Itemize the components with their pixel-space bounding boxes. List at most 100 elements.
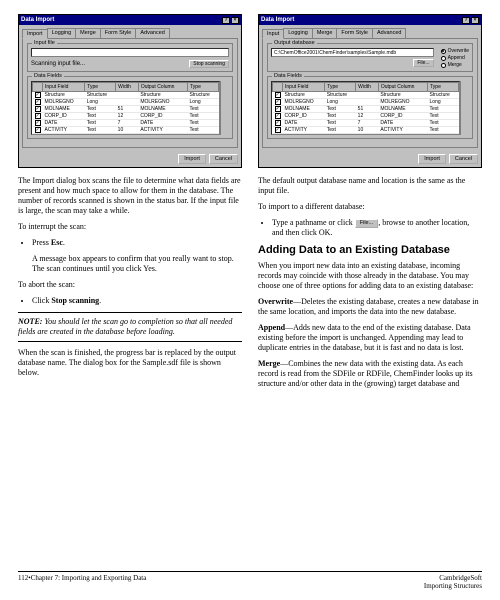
fields-table: Input Field Type Width Output Column Typ… — [272, 82, 459, 134]
list-item: Press Esc. — [32, 238, 242, 248]
data-fields-group: Data Fields Input Field Type Width Outpu… — [267, 76, 473, 139]
cancel-button[interactable]: Cancel — [449, 154, 478, 164]
body-text: Append—Adds new data to the end of the e… — [258, 323, 482, 353]
titlebar: Data Import ? × — [259, 15, 481, 25]
stop-scanning-button[interactable]: Stop scanning — [189, 60, 229, 68]
col-width: Width — [356, 83, 379, 92]
group-label: Input file — [32, 40, 57, 46]
scrollbar[interactable] — [460, 81, 469, 135]
close-icon[interactable]: × — [231, 17, 239, 24]
body-text: To import to a different database: — [258, 202, 482, 212]
row-check[interactable]: ✓ — [35, 106, 41, 112]
tab-formstyle[interactable]: Form Style — [100, 28, 137, 38]
data-import-dialog-1: Data Import ? × Import Logging Merge For… — [18, 14, 242, 168]
close-icon[interactable]: × — [471, 17, 479, 24]
col-type: Type — [325, 83, 356, 92]
import-mode-radios: Overwrite Append Merge — [441, 48, 469, 68]
table-row: ✓MOLREGNOLongMOLREGNOLong — [273, 99, 459, 106]
radio-append[interactable] — [441, 56, 446, 61]
body-text: To abort the scan: — [18, 280, 242, 290]
body-text: A message box appears to confirm that yo… — [32, 254, 242, 274]
table-row: ✓MOLNAMEText51MOLNAMEText — [33, 106, 219, 113]
row-check[interactable]: ✓ — [35, 120, 41, 126]
import-button[interactable]: Import — [418, 154, 446, 164]
import-button[interactable]: Import — [178, 154, 206, 164]
tab-logging[interactable]: Logging — [47, 28, 77, 38]
row-check[interactable]: ✓ — [275, 127, 281, 133]
section-heading: Adding Data to an Existing Database — [258, 244, 482, 256]
body-text: When the scan is finished, the progress … — [18, 348, 242, 378]
row-check[interactable]: ✓ — [275, 106, 281, 112]
file-button[interactable]: File... — [413, 59, 433, 67]
col-type: Type — [85, 83, 116, 92]
table-row: ✓StructureStructureStructureStructure — [273, 92, 459, 99]
col-type2: Type — [428, 83, 459, 92]
body-text: To interrupt the scan: — [18, 222, 242, 232]
table-row: ✓StructureStructureStructureStructure — [33, 92, 219, 99]
row-check[interactable]: ✓ — [35, 127, 41, 133]
col-input: Input Field — [283, 83, 325, 92]
col-input: Input Field — [43, 83, 85, 92]
table-row: ✓ACTIVITYText10ACTIVITYText — [273, 127, 459, 134]
row-check[interactable]: ✓ — [35, 99, 41, 105]
cancel-button[interactable]: Cancel — [209, 154, 238, 164]
input-file-group: Input file Scanning input file... Stop s… — [27, 43, 233, 72]
table-row: ✓ACTIVITYText10ACTIVITYText — [33, 127, 219, 134]
table-row: ✓CORP_IDText12CORP_IDText — [273, 113, 459, 120]
data-fields-group: Data Fields Input Field Type Width Outpu… — [27, 76, 233, 139]
note-block: NOTE: You should let the scan go to comp… — [18, 312, 242, 342]
body-text: The default output database name and loc… — [258, 176, 482, 196]
tab-merge[interactable]: Merge — [312, 28, 338, 38]
row-check[interactable]: ✓ — [275, 99, 281, 105]
col-type2: Type — [188, 83, 219, 92]
row-check[interactable]: ✓ — [275, 113, 281, 119]
table-row: ✓DATEText7DATEText — [33, 120, 219, 127]
body-text: When you import new data into an existin… — [258, 261, 482, 291]
tab-logging[interactable]: Logging — [283, 28, 313, 38]
body-text: The Import dialog box scans the file to … — [18, 176, 242, 216]
tab-input[interactable]: Input — [262, 29, 284, 39]
tab-formstyle[interactable]: Form Style — [336, 28, 373, 38]
tabs: Import Logging Merge Form Style Advanced — [19, 25, 241, 38]
scan-status: Scanning input file... — [31, 61, 186, 67]
help-icon[interactable]: ? — [462, 17, 470, 24]
group-label: Data Fields — [272, 73, 304, 79]
dialog-title: Data Import — [21, 17, 54, 23]
list-item: Type a pathname or click File..., browse… — [272, 218, 482, 238]
scrollbar[interactable] — [220, 81, 229, 135]
radio-merge[interactable] — [441, 63, 446, 68]
titlebar: Data Import ? × — [19, 15, 241, 25]
footer-right: CambridgeSoftImporting Structures — [424, 574, 482, 590]
col-width: Width — [116, 83, 139, 92]
tab-merge[interactable]: Merge — [75, 28, 101, 38]
row-check[interactable]: ✓ — [275, 92, 281, 98]
col-output: Output Column — [378, 83, 427, 92]
footer-left: 112•Chapter 7: Importing and Exporting D… — [18, 574, 146, 590]
table-row: ✓MOLNAMEText51MOLNAMEText — [273, 106, 459, 113]
group-label: Output database — [272, 40, 317, 46]
dialog-title: Data Import — [261, 17, 294, 23]
help-icon[interactable]: ? — [222, 17, 230, 24]
tab-import[interactable]: Import — [22, 29, 48, 39]
tabs: Input Logging Merge Form Style Advanced — [259, 25, 481, 38]
table-row: ✓CORP_IDText12CORP_IDText — [33, 113, 219, 120]
tab-advanced[interactable]: Advanced — [372, 28, 406, 38]
row-check[interactable]: ✓ — [35, 92, 41, 98]
col-output: Output Column — [138, 83, 187, 92]
table-row: ✓MOLREGNOLongMOLREGNOLong — [33, 99, 219, 106]
body-text: Merge—Combines the new data with the exi… — [258, 359, 482, 389]
row-check[interactable]: ✓ — [275, 120, 281, 126]
page-footer: 112•Chapter 7: Importing and Exporting D… — [18, 571, 482, 590]
group-label: Data Fields — [32, 73, 64, 79]
data-import-dialog-2: Data Import ? × Input Logging Merge Form… — [258, 14, 482, 168]
list-item: Click Stop scanning. — [32, 296, 242, 306]
table-row: ✓DATEText7DATEText — [273, 120, 459, 127]
file-button-inline: File... — [355, 219, 378, 228]
row-check[interactable]: ✓ — [35, 113, 41, 119]
radio-overwrite[interactable] — [441, 49, 446, 54]
body-text: Overwrite—Deletes the existing database,… — [258, 297, 482, 317]
input-file-field[interactable] — [31, 48, 229, 57]
output-path-field[interactable]: C:\ChemOffice2001\ChemFinder\samples\Sam… — [271, 48, 434, 57]
output-db-group: Output database C:\ChemOffice2001\ChemFi… — [267, 43, 473, 72]
tab-advanced[interactable]: Advanced — [135, 28, 169, 38]
